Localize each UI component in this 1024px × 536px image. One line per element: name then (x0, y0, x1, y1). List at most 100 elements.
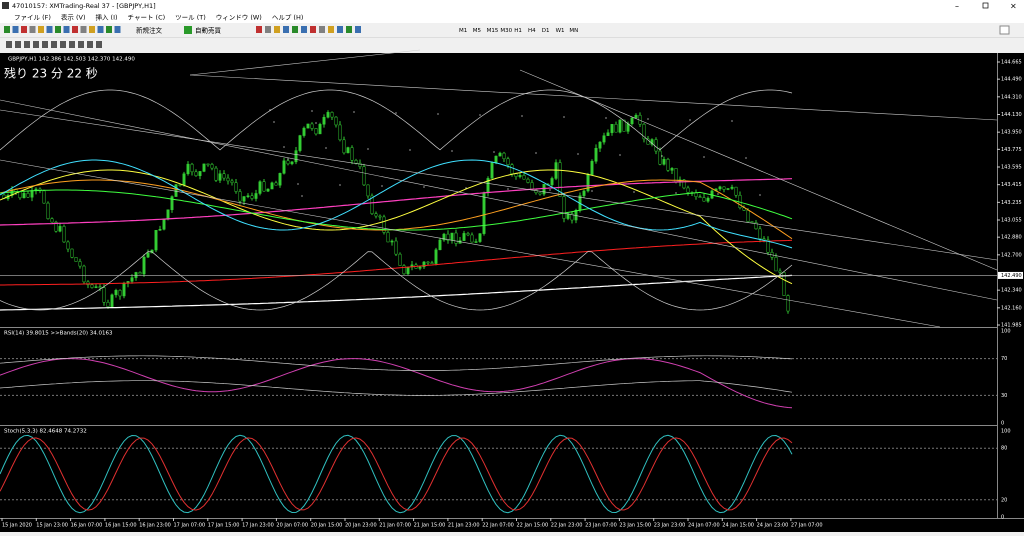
timeframe-button[interactable]: M5 (473, 28, 482, 34)
draw-tool-icon[interactable] (60, 41, 66, 48)
minimize[interactable]: – (955, 2, 959, 11)
candle-body (438, 239, 442, 251)
draw-tool-icon[interactable] (96, 41, 102, 48)
menu-item[interactable]: ファイル (F) (14, 14, 51, 22)
candle-body (70, 248, 74, 258)
ichimoku-cloud-dot (661, 155, 663, 157)
candle-body (226, 177, 230, 182)
draw-tool-icon[interactable] (24, 41, 30, 48)
tool-icon[interactable] (21, 26, 27, 33)
candle-body (514, 173, 518, 177)
tool-icon[interactable] (256, 26, 262, 33)
countdown: 残り 23 分 22 秒 (4, 67, 98, 81)
candle-body (726, 188, 730, 190)
candle-body (314, 128, 318, 135)
tool-icon[interactable] (80, 26, 87, 33)
tool-icon[interactable] (106, 26, 112, 33)
candle-body (434, 249, 438, 264)
draw-tool-icon[interactable] (15, 41, 21, 48)
timeframe-button[interactable]: M1 (459, 28, 467, 34)
candle-body (214, 167, 218, 181)
candle-body (758, 228, 762, 239)
tool-icon[interactable] (328, 26, 334, 33)
tool-icon[interactable] (265, 26, 271, 33)
timeframe-button[interactable]: M30 (500, 28, 512, 34)
tool-icon[interactable] (319, 26, 325, 33)
timeframe-button[interactable]: W1 (556, 28, 565, 34)
candle-body (378, 215, 382, 218)
candle-body (466, 233, 470, 236)
tool-icon[interactable] (97, 26, 104, 33)
draw-tool-icon[interactable] (87, 41, 93, 48)
auto-trading[interactable]: 自動売買 (195, 26, 222, 35)
tool-icon[interactable] (29, 26, 36, 33)
timeframe-button[interactable]: M15 (487, 28, 499, 34)
menu-item[interactable]: 表示 (V) (61, 13, 86, 22)
candle-body (506, 158, 510, 165)
new-order[interactable]: 新規注文 (136, 26, 163, 35)
draw-tool-icon[interactable] (78, 41, 84, 48)
tool-icon[interactable] (292, 26, 298, 33)
candle-body (422, 261, 426, 268)
tool-icon[interactable] (310, 26, 316, 33)
tool-icon[interactable] (301, 26, 307, 33)
draw-tool-icon[interactable] (69, 41, 75, 48)
menu-item[interactable]: ウィンドウ (W) (216, 14, 262, 22)
candle-body (278, 173, 282, 186)
tool-icon[interactable] (355, 26, 361, 33)
candle-body (250, 195, 254, 199)
close[interactable]: × (1010, 2, 1017, 11)
draw-tool-icon[interactable] (6, 41, 12, 48)
search-box[interactable] (999, 25, 1010, 35)
candle-body (306, 123, 310, 129)
timeframe-button[interactable]: MN (569, 28, 578, 34)
candle-body (354, 160, 358, 164)
stoch-header: Stoch(5,3,3) 82.4648 74.2732 (4, 429, 87, 435)
menu-item[interactable]: チャート (C) (128, 14, 166, 22)
candle-body (78, 261, 82, 267)
timeframe-button[interactable]: H1 (514, 28, 522, 34)
candle-body (338, 124, 342, 141)
price-label: 142.160 (1001, 305, 1022, 311)
menu-item[interactable]: 挿入 (I) (95, 13, 117, 22)
tool-icon[interactable] (63, 26, 70, 33)
candle-body (462, 233, 466, 241)
draw-tool-icon[interactable] (51, 41, 57, 48)
candle-body (174, 184, 178, 197)
maximize[interactable] (982, 2, 989, 9)
candle-body (666, 159, 670, 171)
tool-icon[interactable] (4, 26, 10, 33)
candle-body (634, 114, 638, 119)
menu-item[interactable]: ツール (T) (175, 14, 206, 22)
tool-icon[interactable] (274, 26, 280, 33)
timeframe-button[interactable]: D1 (542, 28, 550, 34)
tool-icon[interactable] (12, 26, 19, 33)
candle-body (26, 193, 30, 198)
tool-icon[interactable] (38, 26, 44, 33)
candle-body (66, 241, 70, 250)
tool-icon[interactable] (337, 26, 343, 33)
tool-icon[interactable] (55, 26, 61, 33)
tool-icon[interactable] (114, 26, 121, 33)
tool-icon[interactable] (46, 26, 53, 33)
candle-body (142, 256, 146, 275)
timeframe-button[interactable]: H4 (528, 28, 536, 34)
candle-body (310, 123, 314, 129)
candle-body (542, 183, 546, 195)
candle-body (702, 197, 706, 202)
tool-icon[interactable] (89, 26, 95, 33)
candle-body (346, 147, 350, 154)
draw-tool-icon[interactable] (42, 41, 48, 48)
tool-icon[interactable] (283, 26, 289, 33)
ichimoku-cloud-dot (493, 151, 495, 153)
rsi-header: RSI(14) 39.8015 >>Bands(20) 34.0163 (4, 331, 113, 337)
candle-body (766, 239, 770, 253)
tool-icon[interactable] (72, 26, 78, 33)
draw-tool-icon[interactable] (33, 41, 39, 48)
tool-icon[interactable] (346, 26, 352, 33)
menu-item[interactable]: ヘルプ (H) (272, 14, 304, 22)
time-label: 20 Jan 07:00 (276, 523, 308, 529)
candle-body (498, 152, 502, 157)
ichimoku-cloud-dot (577, 153, 579, 155)
